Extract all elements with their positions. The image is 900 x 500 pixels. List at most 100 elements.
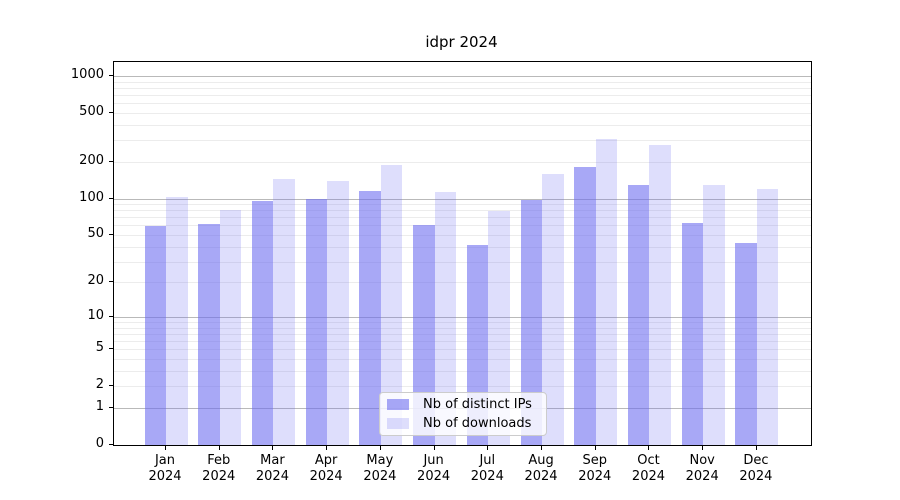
x-tick-mark <box>702 446 704 450</box>
x-tick-mark <box>165 446 166 450</box>
gridline-minor <box>114 386 811 388</box>
chart-title: idpr 2024 <box>425 33 498 51</box>
legend-label-nb-of-distinct-ips: Nb of distinct IPs <box>423 397 532 412</box>
y-tick-mark <box>109 197 113 199</box>
gridline-minor <box>114 359 811 361</box>
legend-swatch-nb-of-downloads <box>387 418 409 429</box>
x-tick-label-nov: Nov 2024 <box>685 453 719 484</box>
gridline-minor <box>114 322 811 324</box>
y-tick-label-1: 1 <box>95 398 104 414</box>
y-tick-mark <box>109 111 113 113</box>
x-tick-label-jun: Jun 2024 <box>417 453 451 484</box>
bar-nb-of-downloads-oct <box>649 145 671 445</box>
legend-entry-nb-of-distinct-ips: Nb of distinct IPs <box>380 397 546 412</box>
gridline-minor <box>114 204 811 206</box>
x-tick-mark <box>326 446 328 450</box>
x-tick-label-aug: Aug 2024 <box>524 453 558 484</box>
gridline-minor <box>114 225 811 227</box>
gridline-minor <box>114 140 811 142</box>
y-tick-label-0: 0 <box>95 436 104 451</box>
gridline-minor <box>114 261 811 263</box>
y-tick-mark <box>109 75 113 76</box>
x-tick-mark <box>648 446 650 450</box>
y-tick-label-50: 50 <box>87 225 104 241</box>
gridline-minor <box>114 341 811 343</box>
y-tick-label-5: 5 <box>95 340 104 356</box>
x-tick-mark <box>379 446 381 450</box>
gridline-minor <box>114 81 811 83</box>
gridline-minor <box>114 87 811 89</box>
gridline-minor <box>114 349 811 351</box>
gridline-minor <box>114 370 811 372</box>
bar-nb-of-distinct-ips-aug <box>520 199 543 445</box>
gridline-minor <box>114 95 811 97</box>
x-tick-mark <box>487 446 489 450</box>
x-tick-label-jul: Jul 2024 <box>470 453 504 484</box>
gridline-minor <box>114 246 811 248</box>
gridline-major <box>114 198 811 200</box>
legend-swatch-nb-of-distinct-ips <box>387 399 409 410</box>
y-tick-mark <box>109 444 113 445</box>
gridline-minor <box>114 234 811 236</box>
x-tick-mark <box>541 446 543 450</box>
y-tick-label-20: 20 <box>87 273 104 289</box>
bar-nb-of-distinct-ips-dec <box>735 242 757 445</box>
bar-nb-of-downloads-sep <box>595 138 618 445</box>
bar-nb-of-distinct-ips-oct <box>627 184 650 445</box>
x-tick-mark <box>433 446 435 450</box>
y-tick-mark <box>109 385 113 387</box>
y-tick-mark <box>109 315 113 317</box>
x-tick-label-may: May 2024 <box>363 453 397 484</box>
bar-nb-of-downloads-nov <box>703 184 725 445</box>
gridline-minor <box>114 327 811 329</box>
bar-nb-of-distinct-ips-sep <box>574 167 596 445</box>
y-tick-label-200: 200 <box>79 152 104 168</box>
bar-nb-of-distinct-ips-nov <box>681 222 704 445</box>
x-tick-label-apr: Apr 2024 <box>309 453 343 484</box>
y-tick-mark <box>109 233 113 235</box>
bar-nb-of-downloads-aug <box>542 174 564 445</box>
y-tick-label-10: 10 <box>87 307 104 323</box>
bar-nb-of-distinct-ips-feb <box>198 223 220 445</box>
bar-nb-of-downloads-jul <box>488 210 510 445</box>
y-tick-mark <box>109 406 113 408</box>
gridline-minor <box>114 161 811 163</box>
y-tick-label-2: 2 <box>95 377 104 393</box>
legend-entry-nb-of-downloads: Nb of downloads <box>380 416 546 431</box>
y-tick-mark <box>109 348 113 350</box>
gridline-minor <box>114 103 811 105</box>
bar-nb-of-downloads-dec <box>756 189 779 445</box>
y-tick-label-1000: 1000 <box>70 67 104 82</box>
x-tick-label-dec: Dec 2024 <box>739 453 773 484</box>
gridline-minor <box>114 217 811 219</box>
plot-area <box>113 61 812 446</box>
x-tick-label-jan: Jan 2024 <box>148 453 182 484</box>
bar-nb-of-distinct-ips-mar <box>251 200 274 445</box>
x-tick-label-sep: Sep 2024 <box>578 453 612 484</box>
bar-nb-of-distinct-ips-may <box>359 190 381 445</box>
x-tick-label-mar: Mar 2024 <box>255 453 289 484</box>
bar-nb-of-downloads-apr <box>327 180 349 445</box>
x-tick-mark <box>272 446 274 450</box>
bar-nb-of-distinct-ips-jan <box>144 226 166 445</box>
gridline-minor <box>114 124 811 126</box>
gridline-major <box>114 316 811 318</box>
x-tick-label-oct: Oct 2024 <box>631 453 666 484</box>
y-tick-label-100: 100 <box>79 189 104 205</box>
bar-nb-of-distinct-ips-apr <box>305 198 328 445</box>
x-tick-label-feb: Feb 2024 <box>202 453 236 484</box>
bar-nb-of-downloads-jan <box>166 197 188 445</box>
gridline-minor <box>114 333 811 335</box>
gridline-minor <box>114 112 811 114</box>
bar-nb-of-downloads-mar <box>273 178 295 445</box>
gridline-minor <box>114 210 811 212</box>
y-tick-label-500: 500 <box>79 103 104 119</box>
x-tick-mark <box>594 446 596 450</box>
y-tick-mark <box>109 281 113 283</box>
legend-label-nb-of-downloads: Nb of downloads <box>423 416 532 431</box>
y-tick-mark <box>109 160 113 162</box>
bar-nb-of-downloads-may <box>380 164 403 445</box>
legend: Nb of distinct IPs Nb of downloads <box>379 392 547 436</box>
bar-nb-of-downloads-feb <box>219 210 242 445</box>
